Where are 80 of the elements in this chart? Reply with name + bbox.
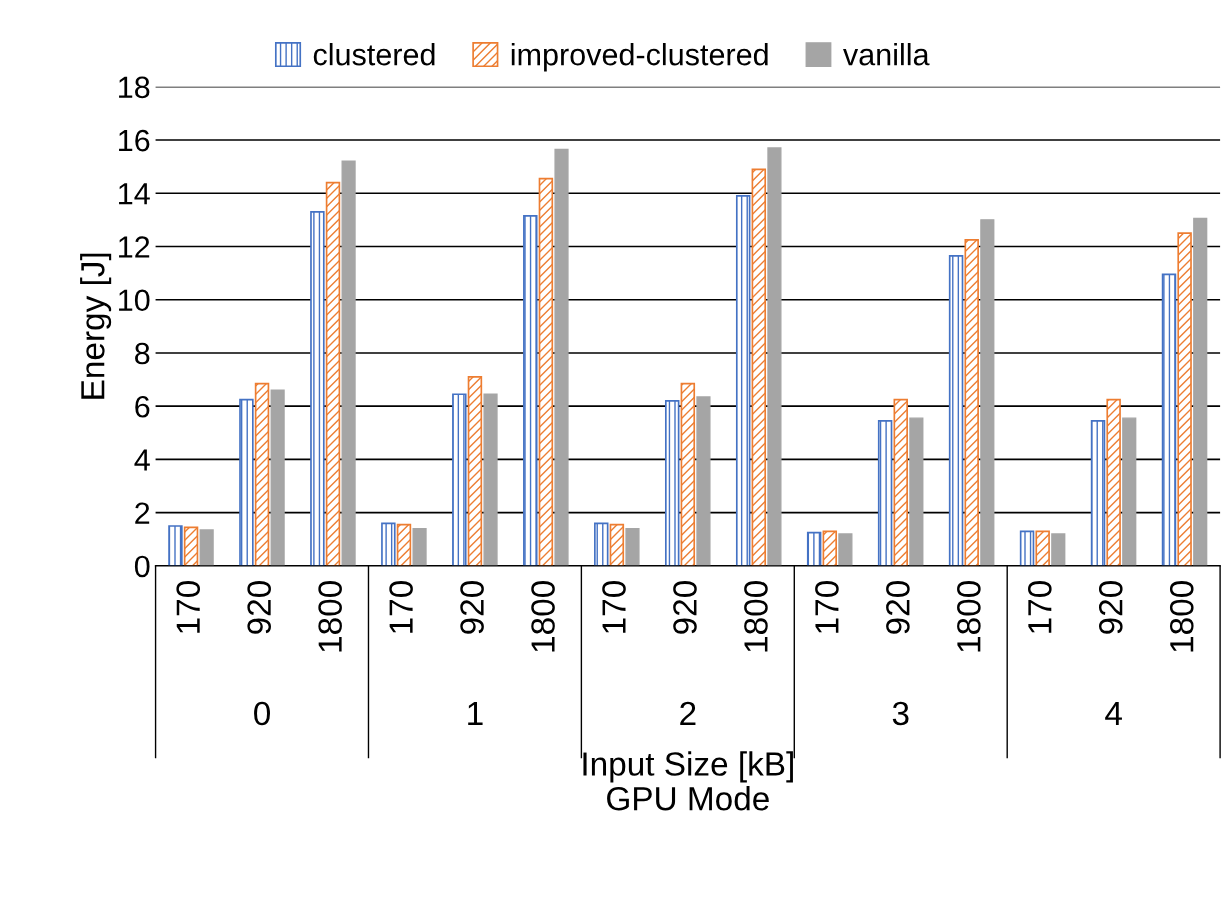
bar (625, 527, 640, 566)
bar (767, 147, 782, 566)
x-tick-label: 920 (673, 581, 697, 634)
text: 4 (1105, 702, 1122, 725)
y-tick-label: 16 (119, 129, 150, 152)
bar (696, 396, 711, 566)
bar (822, 530, 838, 566)
y-axis-title: Energy [J] (80, 253, 112, 399)
text: 2 (680, 701, 696, 725)
x-tick-label: 1800 (744, 581, 768, 652)
x-tick-label: 920 (247, 581, 271, 634)
x-tick-label: 920 (1098, 581, 1123, 634)
x-tick-label: 1800 (531, 581, 555, 652)
bar (609, 523, 625, 566)
bar (1090, 420, 1106, 566)
bar (341, 160, 356, 566)
bar (838, 533, 853, 566)
bar (877, 420, 893, 566)
bar (239, 398, 254, 566)
bar (412, 527, 427, 566)
bar (254, 382, 270, 566)
bar (523, 215, 538, 566)
bar (909, 417, 924, 566)
y-tick-label: 6 (135, 395, 150, 418)
bar (948, 254, 964, 566)
bar (183, 526, 199, 566)
bar (467, 376, 483, 566)
bar (538, 177, 554, 566)
bar (1019, 530, 1035, 566)
bar (664, 400, 680, 566)
x-axis-title: Input Size [kB] GPU Mode (583, 751, 793, 811)
x-tick-label: 170 (1028, 581, 1052, 633)
x-tick-label: 170 (602, 581, 626, 633)
y-tick-label: 12 (119, 236, 150, 258)
bar (751, 168, 767, 566)
bar (381, 522, 396, 566)
text: 0 (254, 701, 270, 726)
y-tick-label: 0 (134, 555, 150, 578)
x-tick-label: 170 (389, 581, 413, 633)
bar (893, 398, 908, 566)
y-tick-label: 4 (134, 449, 150, 471)
bar (270, 389, 285, 566)
bar (1193, 217, 1208, 566)
bar (1035, 530, 1050, 566)
x-tick-label: 920 (886, 581, 910, 634)
bar (325, 181, 341, 566)
bar (168, 525, 183, 566)
bar (1177, 232, 1192, 566)
bar (1161, 273, 1177, 566)
bar (1122, 417, 1137, 566)
bar (680, 382, 696, 566)
bar (964, 239, 979, 566)
text: 3 (892, 701, 909, 726)
x-tick-label: 1800 (957, 581, 981, 652)
legend-label: clustered (313, 43, 435, 66)
text: 1 (468, 702, 483, 725)
bar (1051, 533, 1066, 566)
bar (396, 523, 412, 566)
bar (554, 148, 569, 566)
x-tick-label: 1800 (318, 581, 342, 652)
x-tick-label: 920 (460, 581, 484, 634)
bar (806, 531, 822, 566)
x-tick-label: 170 (176, 581, 201, 633)
x-tick-label: 1800 (1169, 581, 1194, 652)
y-tick-label: 8 (135, 342, 150, 365)
bar (980, 219, 995, 566)
y-tick-label: 10 (119, 289, 150, 312)
bar (452, 393, 467, 566)
y-tick-label: 18 (119, 76, 150, 99)
legend-label: vanilla (843, 43, 930, 66)
legend-label: improved-clustered (511, 43, 768, 72)
bar (310, 211, 325, 566)
bar (199, 529, 214, 566)
bar (483, 393, 498, 566)
y-tick-label: 2 (135, 502, 150, 524)
bar (594, 522, 609, 566)
bar (1106, 398, 1121, 566)
y-tick-label: 14 (119, 183, 150, 205)
x-tick-label: 170 (815, 581, 839, 633)
bar (735, 195, 751, 566)
